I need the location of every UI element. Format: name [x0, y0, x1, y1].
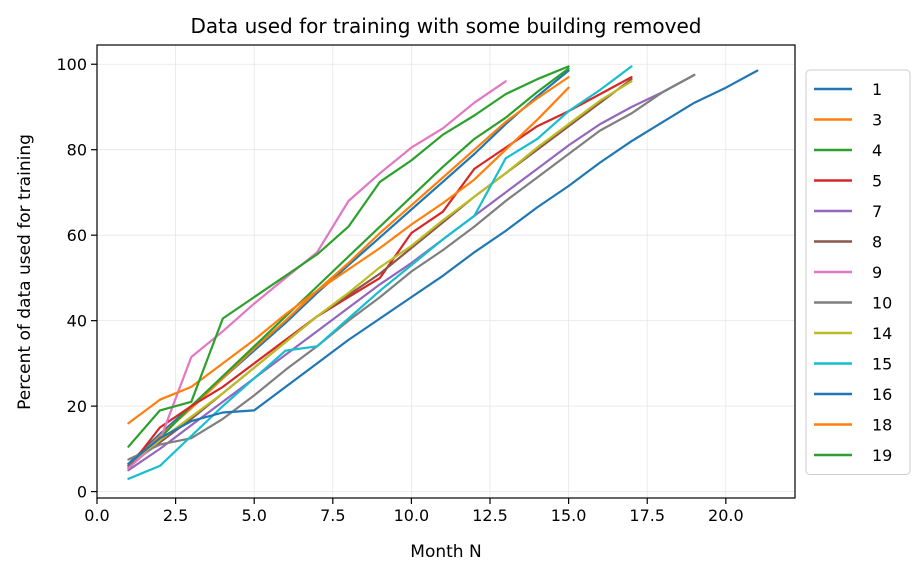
legend-label: 15: [872, 355, 892, 374]
legend-label: 14: [872, 324, 892, 343]
series-line-10: [127, 73, 696, 461]
series-line-3: [127, 75, 570, 467]
x-tick-label: 0.0: [84, 506, 109, 525]
x-tick-label: 5.0: [241, 506, 266, 525]
legend-label: 3: [872, 111, 882, 130]
y-tick-label: 60: [67, 226, 87, 245]
series-line-19: [127, 65, 570, 448]
legend-label: 18: [872, 416, 892, 435]
y-tick-label: 80: [67, 141, 87, 160]
series-line-16: [127, 69, 759, 465]
legend-label: 4: [872, 141, 882, 160]
series-layer: [127, 65, 759, 480]
tick-layer: 0.0 2.5 5.0 7.5 10.0 12.5 15.0 17.5 20.0 0 20 40 60 8…: [56, 55, 743, 525]
legend-label: 1: [872, 80, 882, 99]
y-tick-label: 20: [67, 397, 87, 416]
series-line-5: [127, 75, 633, 470]
legend-label: 8: [872, 233, 882, 252]
x-tick-label: 2.5: [163, 506, 188, 525]
legend-box: [805, 69, 911, 475]
plot-frame: [96, 44, 796, 499]
chart-title: Data used for training with some buildin…: [191, 14, 702, 38]
x-tick-label: 12.5: [472, 506, 508, 525]
series-line-9: [127, 80, 507, 470]
series-line-18: [127, 86, 570, 425]
x-tick-label: 15.0: [551, 506, 587, 525]
legend-label: 19: [872, 446, 892, 465]
series-line-7: [127, 73, 696, 472]
y-axis-label: Percent of data used for training: [15, 134, 35, 410]
legend-label: 9: [872, 263, 882, 282]
series-line-14: [127, 80, 633, 465]
x-tick-label: 20.0: [708, 506, 744, 525]
legend-label: 5: [872, 172, 882, 191]
grid-layer: [96, 45, 795, 498]
y-tick-label: 0: [77, 483, 87, 502]
x-tick-label: 17.5: [629, 506, 665, 525]
legend-label: 7: [872, 202, 882, 221]
x-tick-label: 7.5: [320, 506, 345, 525]
y-tick-label: 40: [67, 312, 87, 331]
legend-label: 10: [872, 294, 892, 313]
y-tick-label: 100: [56, 55, 87, 74]
x-tick-label: 10.0: [394, 506, 430, 525]
series-line-4: [127, 67, 570, 470]
legend-label: 16: [872, 385, 892, 404]
x-axis-label: Month N: [410, 542, 481, 562]
legend: 1 3 4 5 7 8 9 10 14 15 16 18 19: [805, 69, 911, 475]
